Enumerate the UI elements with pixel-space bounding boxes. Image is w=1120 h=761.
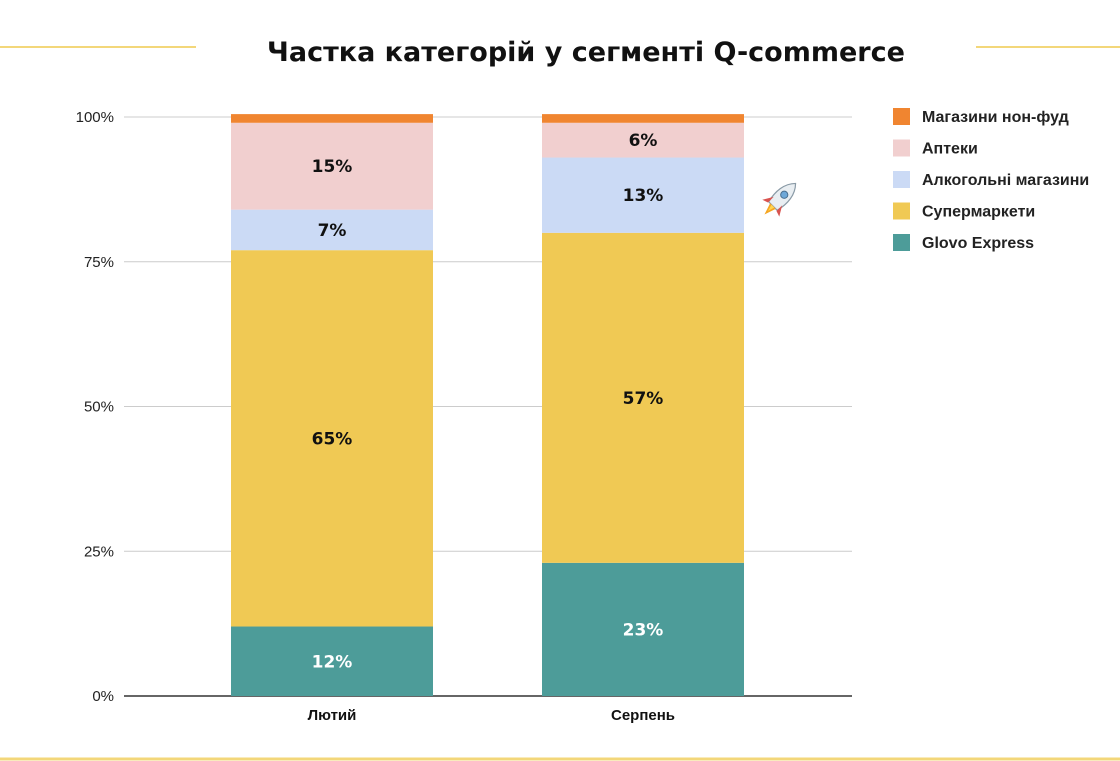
data-label: 57% [623, 389, 664, 409]
data-label: 23% [623, 620, 664, 640]
bar-segment [542, 114, 744, 123]
y-tick-label: 25% [84, 543, 114, 560]
data-labels: 12% 65% 7% 15% 23% 57% 13% 6% [312, 131, 664, 672]
legend-label: Супермаркети [922, 204, 1035, 221]
legend-label: Glovo Express [922, 235, 1034, 252]
rocket-icon [762, 182, 797, 217]
bar-segment [542, 122, 744, 158]
y-axis-ticks: 0% 25% 50% 75% 100% [76, 109, 114, 705]
data-label: 6% [629, 131, 658, 151]
chart-title: Частка категорій у сегменті Q-commerce [267, 37, 905, 68]
data-label: 15% [312, 157, 353, 177]
legend-label: Магазини нон-фуд [922, 109, 1069, 126]
bar-segment [231, 114, 433, 123]
bar-segment [231, 122, 433, 210]
bar-segment [542, 562, 744, 696]
bar-segment [231, 626, 433, 696]
bars [231, 114, 744, 696]
y-tick-label: 75% [84, 254, 114, 271]
legend-swatch [893, 234, 910, 251]
data-label: 7% [318, 221, 347, 241]
data-label: 65% [312, 429, 353, 449]
legend-label: Алкогольні магазини [922, 172, 1089, 189]
legend-label: Аптеки [922, 141, 978, 158]
legend-swatch [893, 139, 910, 157]
y-tick-label: 50% [84, 399, 114, 416]
legend-swatch [893, 171, 910, 188]
x-category-label: Лютий [308, 707, 357, 724]
bar-segment [542, 232, 744, 563]
data-label: 12% [312, 652, 353, 672]
bar-segment [231, 250, 433, 627]
legend-swatch [893, 202, 910, 220]
x-axis-categories: Лютий Серпень [308, 707, 675, 724]
data-label: 13% [623, 186, 664, 206]
x-category-label: Серпень [611, 707, 675, 724]
y-tick-label: 0% [92, 688, 114, 705]
legend-swatch [893, 108, 910, 125]
bar-segment [542, 157, 744, 233]
legend: Магазини нон-фуд Аптеки Алкогольні магазин… [893, 108, 1089, 252]
bar-segment [231, 209, 433, 251]
y-tick-label: 100% [76, 109, 114, 126]
